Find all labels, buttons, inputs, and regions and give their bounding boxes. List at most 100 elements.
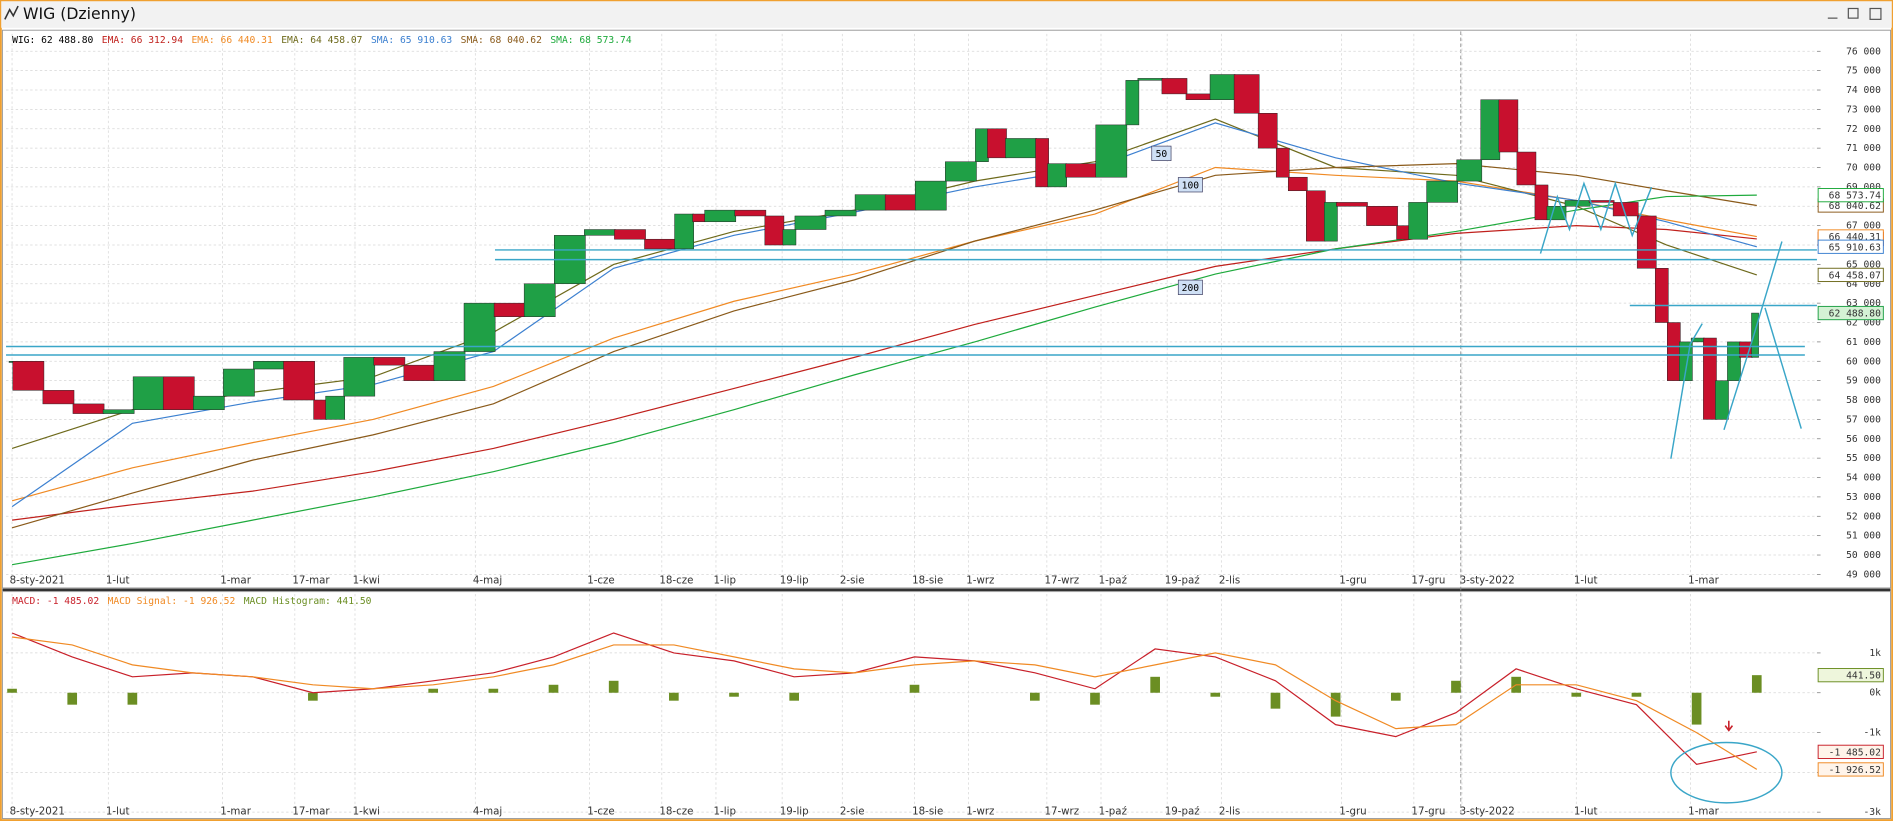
x-tick-label: 1-cze [587,805,615,817]
candle [1287,176,1308,192]
legend-entry: SMA: 68 573.74 [550,35,631,46]
y-tick-label: 52 000 [1846,511,1881,522]
candle [12,361,45,391]
histogram-bar [669,692,679,701]
close-button[interactable] [1869,7,1882,20]
y-tick-label: 70 000 [1846,163,1881,174]
window-buttons[interactable] [1827,7,1882,20]
value-tag [1817,267,1884,283]
x-tick-label: 1-cze [587,575,615,587]
candle [1065,163,1098,178]
histogram-bar [308,692,318,701]
x-tick-label: 1-lut [106,805,130,817]
candle [223,368,255,397]
candle [433,351,466,381]
pattern-line [1764,307,1802,429]
value-tag [1817,668,1884,683]
candle [1534,184,1549,221]
y-tick-label: 65 000 [1846,259,1881,270]
candle [283,361,315,401]
y-tick-label: 51 000 [1846,531,1881,542]
histogram-bar [1390,692,1401,701]
histogram-bar [1751,675,1762,693]
histogram-bar [789,692,800,701]
legend-entry: EMA: 66 440.31 [192,35,273,46]
candle [884,194,917,211]
plot: 49 000 50 000 51 000 52 000 53 000 54 000 55 0… [6,33,1884,818]
candle [1456,159,1483,182]
candle [1366,206,1398,226]
candle [692,213,706,223]
y-tick-label: 62 000 [1846,318,1881,329]
candle [1324,202,1338,242]
y-tick-label: 76 000 [1846,46,1881,57]
candle [1095,124,1128,178]
value-tag [1817,744,1884,759]
x-tick-label: 17-gru [1411,575,1445,587]
pattern-line [1670,323,1703,459]
y-tick-label: 64 000 [1846,279,1881,290]
x-tick-label: 17-mar [292,575,330,587]
candle [42,390,75,405]
y-tick-label: 54 000 [1846,473,1881,484]
candle [1751,312,1759,358]
y-tick-label: 74 000 [1846,85,1881,96]
x-tick-label: 1-lut [106,575,130,587]
histogram-bar [1691,692,1702,725]
y-tick-label: -1k [1864,728,1882,739]
x-tick-label: 1-lut [1574,575,1598,587]
x-tick-label: 1-lip [714,575,736,587]
candle [794,215,827,230]
candle [463,302,496,352]
value-tag-label: 65 910.63 [1829,242,1881,253]
x-tick-label: 2-lis [1219,805,1240,817]
value-tag-label: 66 440.31 [1829,232,1881,243]
x-tick-label: 1-gru [1339,805,1366,817]
x-tick-label: 1-wrz [966,575,994,587]
candle [764,215,785,246]
x-tick-label: 17-wrz [1044,805,1079,817]
histogram-bar [7,688,17,693]
candle [1667,322,1681,381]
x-tick-label: 19-paź [1165,805,1200,817]
histogram-bar [1451,680,1461,693]
candle [1588,200,1615,203]
value-tag [1817,188,1884,203]
candle [1426,180,1459,203]
legend-entry: SMA: 68 040.62 [461,35,542,46]
x-tick-label: 4-maj [473,805,502,817]
drawings [6,181,1817,804]
x-tick-label: 4-maj [473,575,502,587]
y-tick-label: 55 000 [1846,453,1881,464]
x-tick-label: 1-mar [1688,575,1719,587]
candle [1480,99,1501,161]
histogram-bar [1150,676,1160,693]
restore-button[interactable] [1847,7,1859,19]
candle [1125,80,1140,126]
candle [343,357,376,397]
x-tick-label: 18-cze [659,575,693,587]
y-tick-label: 53 000 [1846,492,1881,503]
x-tick-label: 1-lut [1574,805,1598,817]
x-tick-label: 1-kwi [353,805,380,817]
histogram-bar [1631,692,1642,697]
legend-entry: EMA: 66 312.94 [102,35,183,46]
macd-line [11,632,1757,766]
value-tag-label: -1 485.02 [1829,747,1881,758]
value-tag-label: 68 040.62 [1829,201,1881,212]
annotation-box [1151,145,1172,161]
candle [644,238,676,250]
y-tick-label: 63 000 [1846,298,1881,309]
candle [945,161,977,182]
candle [704,209,737,223]
candle [1161,78,1188,95]
value-tag [1817,762,1884,777]
candle [734,209,767,217]
highlight-ellipse [1670,741,1783,804]
candle [102,409,135,414]
candle [162,376,195,410]
candle [614,229,646,240]
x-tick-label: 1-mar [220,805,251,817]
y-tick-label: 58 000 [1846,395,1881,406]
